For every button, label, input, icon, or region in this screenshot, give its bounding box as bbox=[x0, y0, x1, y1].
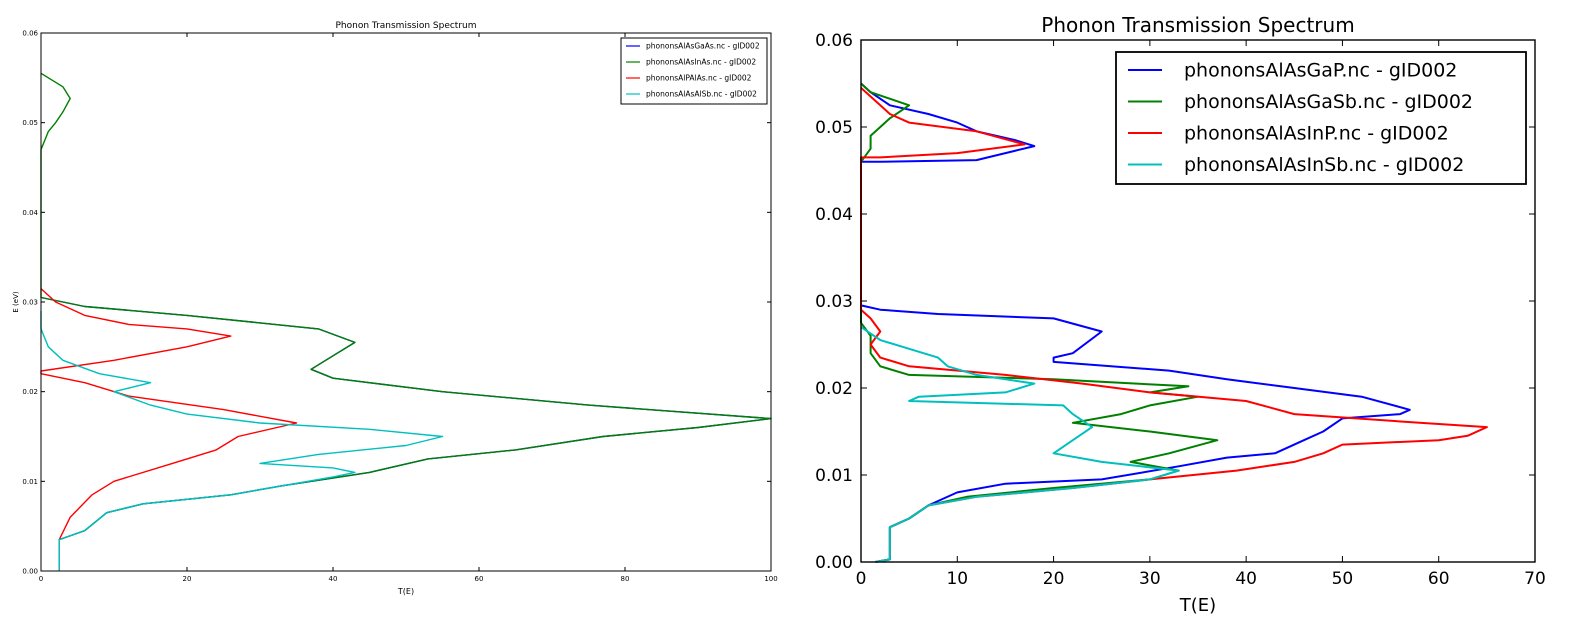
left-series-line-2 bbox=[40, 72, 772, 571]
left-legend-label-2: phononsAlAsInAs.nc - gID002 bbox=[646, 58, 756, 67]
left-series-line-1 bbox=[40, 296, 772, 571]
right-legend-label-4: phononsAlAsInSb.nc - gID002 bbox=[1184, 154, 1464, 176]
left-series-line-3 bbox=[40, 288, 298, 571]
left-legend: phononsAlAsGaAs.nc - gID002 phononsAlAsIn… bbox=[620, 37, 768, 105]
left-y-tick-label: 0.00 bbox=[22, 567, 38, 575]
left-y-axis-label: E (eV) bbox=[12, 291, 20, 312]
right-y-tick-label: 0.02 bbox=[815, 379, 853, 399]
right-x-tick-label: 50 bbox=[1332, 569, 1354, 589]
right-legend-label-3: phononsAlAsInP.nc - gID002 bbox=[1184, 123, 1449, 145]
right-legend: phononsAlAsGaP.nc - gID002 phononsAlAsGaS… bbox=[1115, 51, 1527, 185]
left-y-tick-label: 0.06 bbox=[22, 29, 38, 37]
left-legend-box bbox=[620, 37, 768, 105]
left-x-tick-label: 100 bbox=[764, 575, 777, 583]
right-x-axis-label: T(E) bbox=[1179, 595, 1216, 616]
right-y-tick-label: 0.01 bbox=[815, 466, 853, 486]
right-series-line-1 bbox=[860, 82, 1411, 563]
right-x-tick-label: 70 bbox=[1524, 569, 1546, 589]
right-chart: Phonon Transmission Spectrum 0 10 20 30 40 50… bbox=[815, 13, 1546, 616]
left-legend-label-3: phononsAlPAlAs.nc - gID002 bbox=[646, 74, 752, 83]
right-legend-label-2: phononsAlAsGaSb.nc - gID002 bbox=[1184, 91, 1473, 113]
right-series-line-4 bbox=[860, 326, 1180, 563]
left-y-tick-label: 0.01 bbox=[22, 478, 38, 486]
right-legend-label-1: phononsAlAsGaP.nc - gID002 bbox=[1184, 60, 1457, 82]
left-plot-frame bbox=[40, 32, 772, 572]
left-chart-title: Phonon Transmission Spectrum bbox=[335, 21, 476, 31]
right-y-tick-label: 0.06 bbox=[815, 31, 853, 51]
right-y-tick-label: 0.00 bbox=[815, 553, 853, 573]
right-x-tick-label: 30 bbox=[1139, 569, 1161, 589]
left-x-tick-label: 0 bbox=[39, 575, 43, 583]
right-y-tick-label: 0.05 bbox=[815, 118, 853, 138]
right-x-tick-label: 20 bbox=[1043, 569, 1065, 589]
left-chart: Phonon Transmission Spectrum 0 20 40 60 80 10… bbox=[12, 21, 778, 596]
right-x-tick-label: 60 bbox=[1428, 569, 1450, 589]
left-y-tick-label: 0.02 bbox=[22, 388, 38, 396]
right-y-tick-label: 0.03 bbox=[815, 292, 853, 312]
right-y-tick-label: 0.04 bbox=[815, 205, 853, 225]
left-x-tick-label: 60 bbox=[475, 575, 484, 583]
right-legend-box bbox=[1115, 51, 1527, 185]
right-x-tick-label: 40 bbox=[1235, 569, 1257, 589]
left-legend-label-4: phononsAlAsAlSb.nc - gID002 bbox=[646, 90, 757, 99]
left-y-tick-label: 0.05 bbox=[22, 119, 38, 127]
left-x-tick-label: 80 bbox=[621, 575, 630, 583]
left-series-line-4 bbox=[40, 311, 444, 571]
left-y-tick-label: 0.04 bbox=[22, 209, 38, 217]
left-x-axis-label: T(E) bbox=[397, 587, 414, 596]
left-legend-label-1: phononsAlAsGaAs.nc - gID002 bbox=[646, 42, 760, 51]
left-x-tick-label: 20 bbox=[183, 575, 192, 583]
right-x-tick-label: 10 bbox=[946, 569, 968, 589]
left-y-tick-label: 0.03 bbox=[22, 298, 38, 306]
right-chart-title: Phonon Transmission Spectrum bbox=[1041, 13, 1354, 37]
left-x-tick-label: 40 bbox=[329, 575, 338, 583]
right-x-tick-label: 0 bbox=[856, 569, 867, 589]
